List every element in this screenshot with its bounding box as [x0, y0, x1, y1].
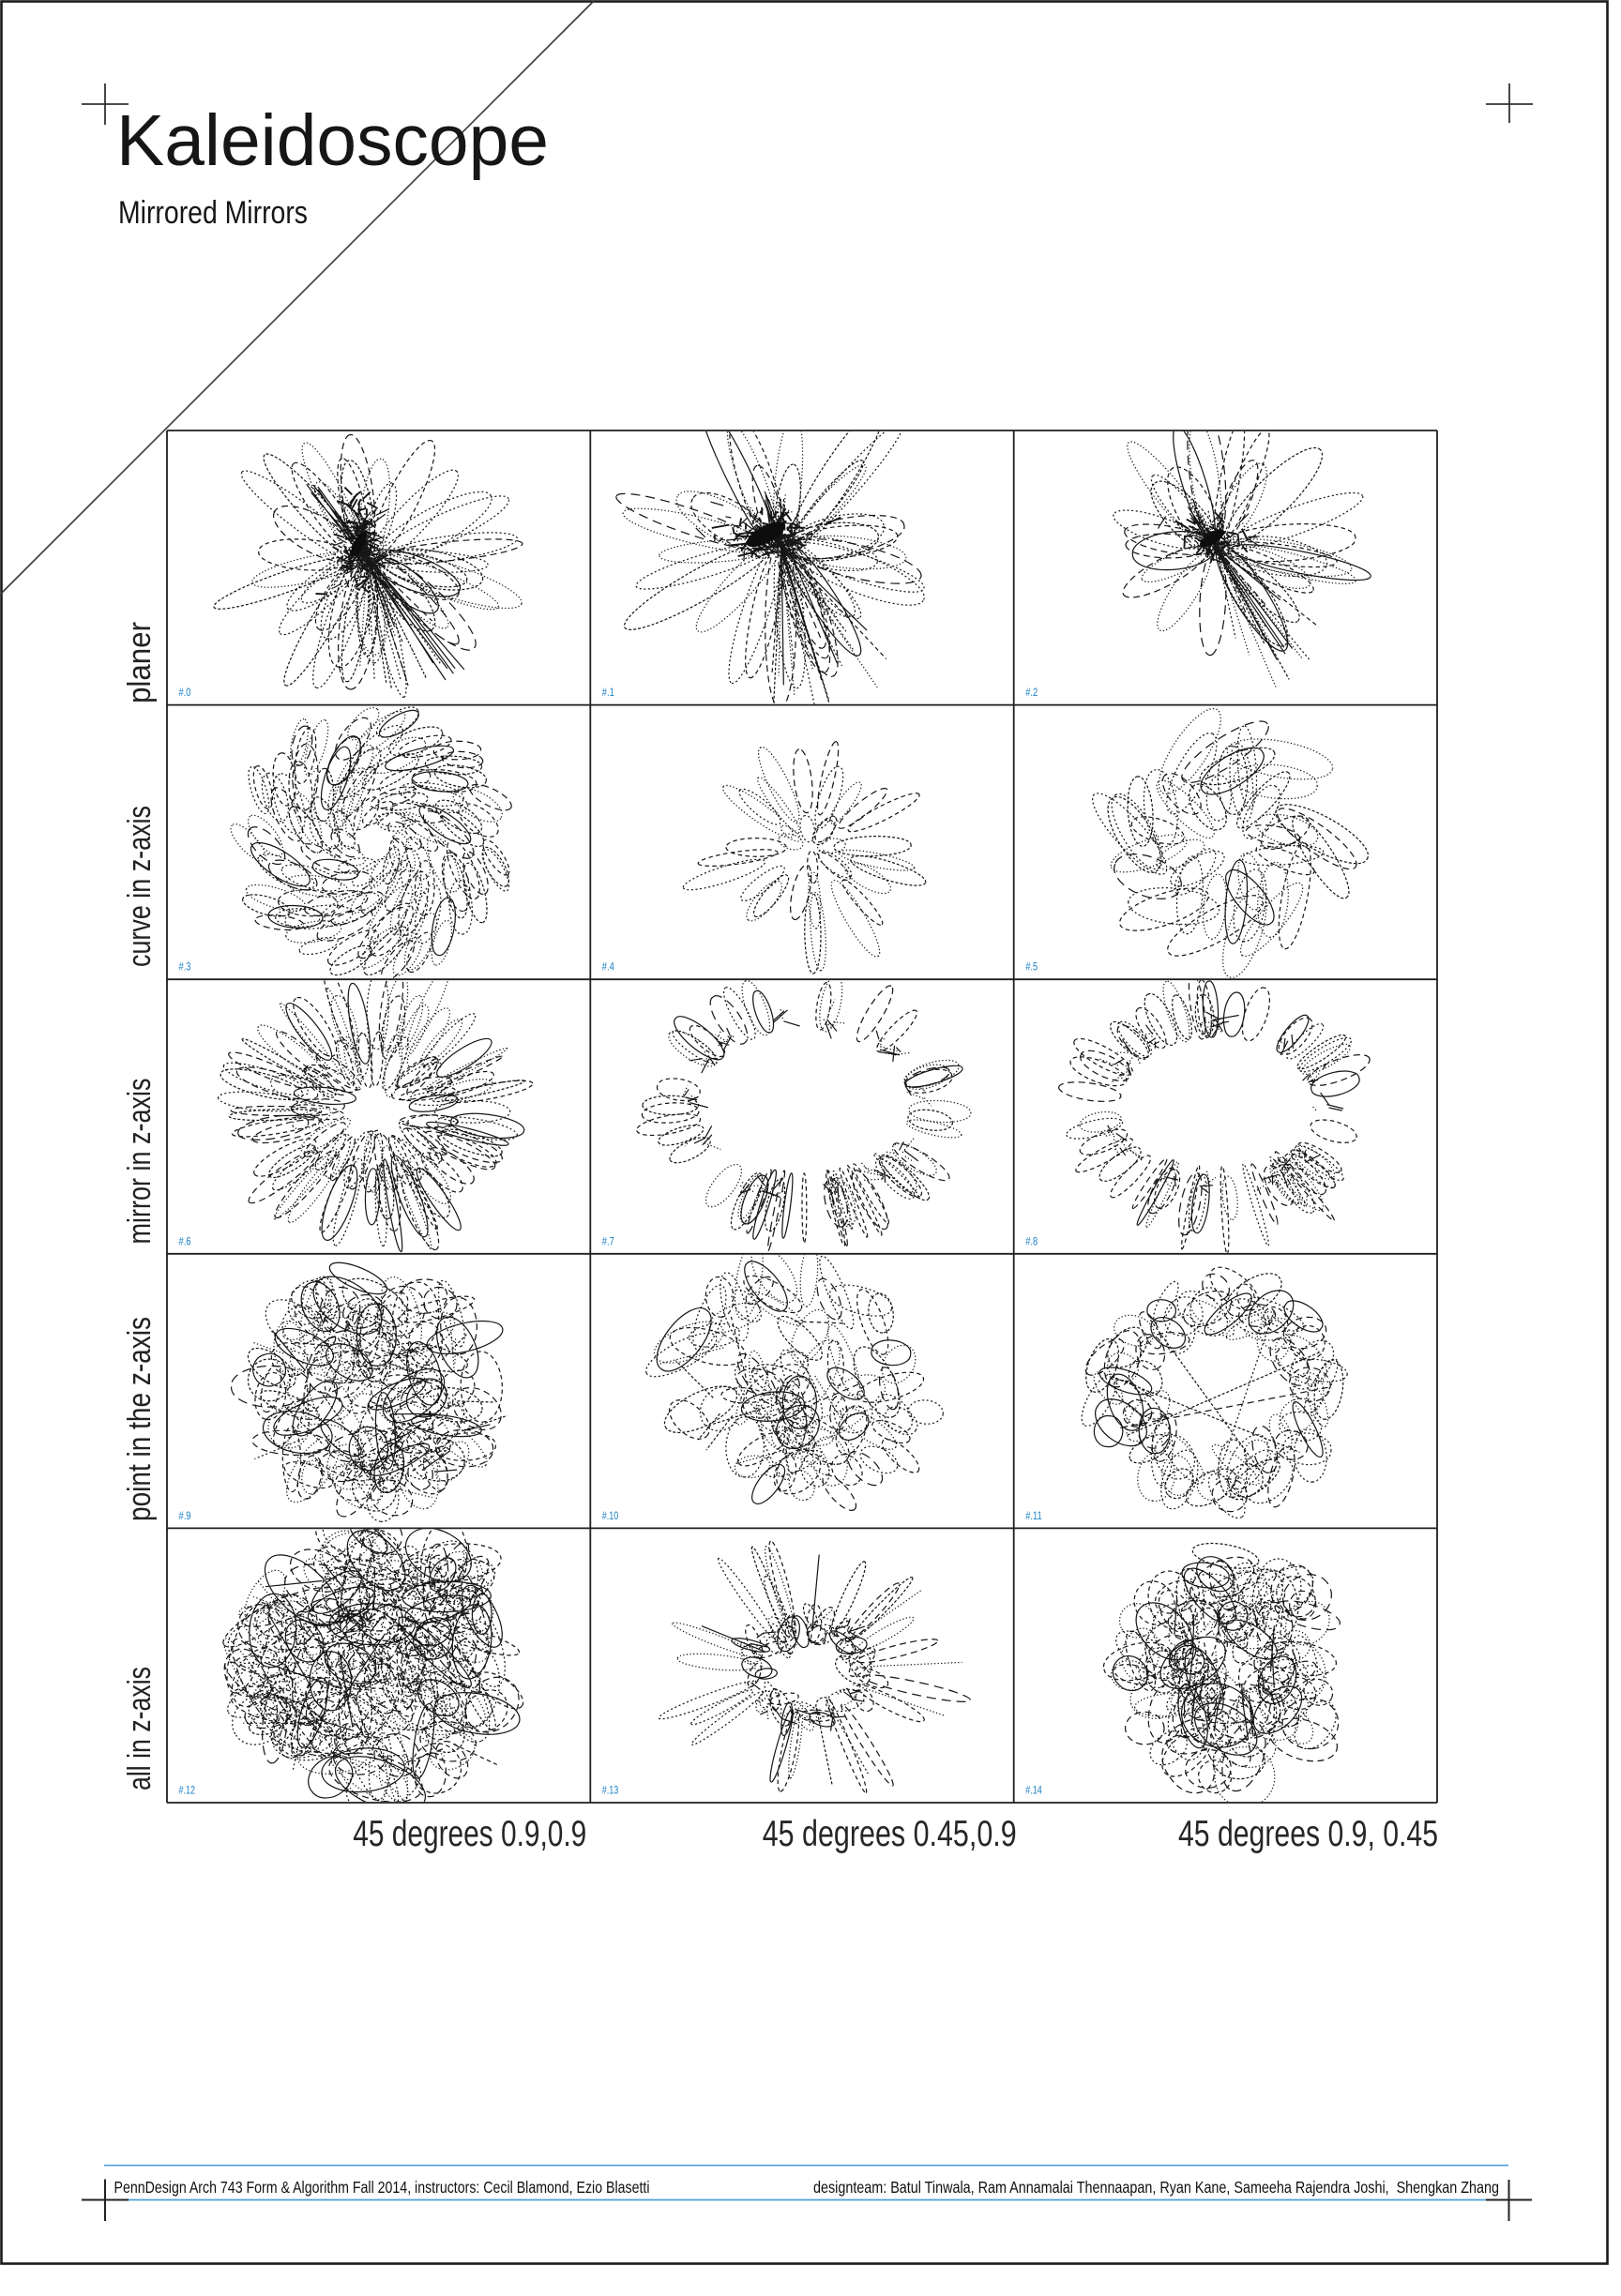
svg-text:#.4: #.4: [602, 960, 614, 974]
svg-text:#.11: #.11: [1025, 1509, 1042, 1522]
svg-text:#.2: #.2: [1025, 686, 1038, 699]
svg-text:45 degrees 0.45,0.9: 45 degrees 0.45,0.9: [763, 1814, 1017, 1854]
svg-text:point in the z-axis: point in the z-axis: [122, 1317, 158, 1521]
svg-text:Kaleidoscope: Kaleidoscope: [116, 100, 549, 181]
svg-text:#.12: #.12: [179, 1784, 196, 1797]
svg-text:#.5: #.5: [1025, 960, 1038, 974]
svg-text:45 degrees 0.9, 0.45: 45 degrees 0.9, 0.45: [1178, 1814, 1438, 1854]
svg-text:#.9: #.9: [179, 1509, 191, 1522]
svg-text:#.8: #.8: [1025, 1234, 1038, 1247]
svg-text:#.0: #.0: [179, 686, 191, 699]
svg-text:#.10: #.10: [602, 1509, 619, 1522]
svg-text:PennDesign Arch 743 Form & Alg: PennDesign Arch 743 Form & Algorithm Fal…: [114, 2178, 650, 2197]
svg-text:#.6: #.6: [179, 1234, 191, 1247]
svg-text:#.1: #.1: [602, 686, 614, 699]
svg-text:planer: planer: [122, 622, 158, 703]
svg-text:mirror in z-axis: mirror in z-axis: [122, 1079, 158, 1245]
svg-text:curve in z-axis: curve in z-axis: [122, 806, 158, 967]
svg-text:#.13: #.13: [602, 1784, 619, 1797]
svg-text:designteam: Batul Tinwala, Ram: designteam: Batul Tinwala, Ram Annamalai…: [813, 2178, 1499, 2197]
svg-text:#.14: #.14: [1025, 1784, 1042, 1797]
svg-text:#.7: #.7: [602, 1234, 614, 1247]
svg-text:Mirrored Mirrors: Mirrored Mirrors: [118, 195, 308, 231]
svg-text:all in z-axis: all in z-axis: [122, 1667, 158, 1790]
svg-text:45 degrees 0.9,0.9: 45 degrees 0.9,0.9: [353, 1814, 586, 1854]
svg-text:#.3: #.3: [179, 960, 191, 974]
